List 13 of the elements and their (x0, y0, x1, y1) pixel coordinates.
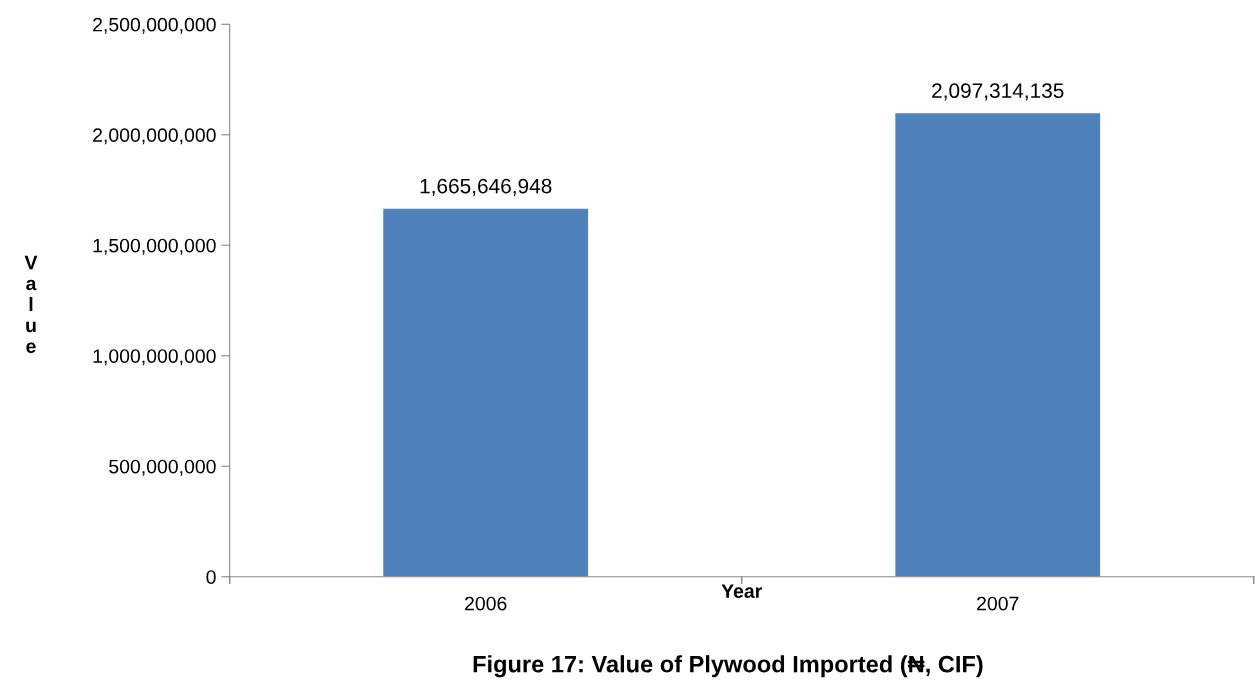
y-tick-label: 2,500,000,000 (93, 17, 216, 34)
y-tick-label: 1,500,000,000 (93, 238, 216, 255)
y-tick-label: 2,000,000,000 (93, 128, 216, 145)
y-tick-label: 500,000,000 (109, 459, 216, 476)
text: Figure 17: Value of Plywood Imported (₦, CIF) (473, 655, 983, 678)
x-tick-label: 2007 (977, 596, 1019, 611)
y-tick-label: 1,000,000,000 (93, 349, 216, 366)
x-tick-label: 2006 (465, 596, 507, 611)
y-tick-label: 0 (206, 570, 216, 584)
y-axis-title: Value (24, 255, 38, 354)
text: 2,097,314,135 (932, 83, 1064, 101)
x-axis-title: Year (721, 584, 762, 599)
text: 1,665,646,948 (420, 178, 552, 196)
